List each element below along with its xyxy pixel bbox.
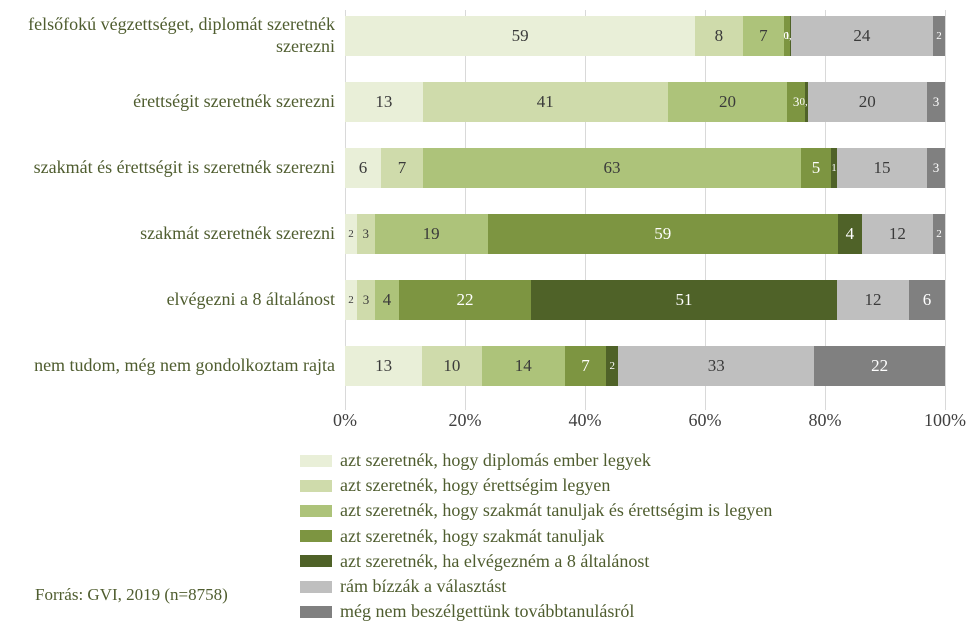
bar-segment: 22 bbox=[399, 280, 531, 320]
legend-swatch bbox=[300, 530, 332, 542]
bar-row: szakmát szeretnék szerezni2319594122 bbox=[345, 214, 945, 254]
stacked-bar: 2319594122 bbox=[345, 214, 945, 254]
bar-segment: 7 bbox=[565, 346, 607, 386]
x-tick-label: 20% bbox=[449, 410, 482, 431]
plot-area: felsőfokú végzettséget, diplomát szeretn… bbox=[345, 10, 945, 410]
legend-item: még nem beszélgettünk továbbtanulásról bbox=[300, 599, 772, 624]
bar-segment: 2 bbox=[345, 214, 357, 254]
bar-segment: 24 bbox=[791, 16, 933, 56]
source-text: Forrás: GVI, 2019 (n=8758) bbox=[35, 585, 228, 605]
legend-item: rám bízzák a választást bbox=[300, 574, 772, 599]
legend-item: azt szeretnék, hogy diplomás ember legye… bbox=[300, 448, 772, 473]
legend-label: azt szeretnék, hogy szakmát tanuljak bbox=[340, 524, 604, 549]
bar-segment: 20 bbox=[668, 82, 788, 122]
bar-segment: 3 bbox=[357, 280, 375, 320]
bar-row: nem tudom, még nem gondolkoztam rajta131… bbox=[345, 346, 945, 386]
category-label: felsőfokú végzettséget, diplomát szeretn… bbox=[15, 16, 335, 56]
stacked-bar: 2342251126 bbox=[345, 280, 945, 320]
bar-segment: 59 bbox=[488, 214, 838, 254]
stacked-bar: 131014723322 bbox=[345, 346, 945, 386]
x-tick-label: 0% bbox=[333, 410, 357, 431]
bar-row: felsőfokú végzettséget, diplomát szeretn… bbox=[345, 16, 945, 56]
bar-segment: 6 bbox=[345, 148, 381, 188]
bar-segment: 12 bbox=[837, 280, 909, 320]
legend-label: azt szeretnék, hogy érettségim legyen bbox=[340, 473, 610, 498]
bar-segment: 51 bbox=[531, 280, 837, 320]
bar-segment: 3 bbox=[357, 214, 375, 254]
category-label: nem tudom, még nem gondolkoztam rajta bbox=[15, 346, 335, 386]
bar-segment: 6 bbox=[909, 280, 945, 320]
bar-segment: 33 bbox=[618, 346, 814, 386]
bar-segment: 19 bbox=[375, 214, 488, 254]
legend-label: még nem beszélgettünk továbbtanulásról bbox=[340, 599, 634, 624]
bar-segment: 8 bbox=[695, 16, 742, 56]
bar-segment: 10 bbox=[422, 346, 481, 386]
bar-segment: 2 bbox=[606, 346, 618, 386]
bar-segment: 20 bbox=[808, 82, 928, 122]
bar-segment: 59 bbox=[345, 16, 695, 56]
bar-segment: 2 bbox=[345, 280, 357, 320]
bar-segment: 13 bbox=[345, 82, 423, 122]
stacked-bar: 13412030,4203 bbox=[345, 82, 945, 122]
bar-row: szakmát és érettségit is szeretnék szere… bbox=[345, 148, 945, 188]
bar-segment: 3 bbox=[927, 82, 945, 122]
legend-item: azt szeretnék, ha elvégezném a 8 általán… bbox=[300, 549, 772, 574]
legend-swatch bbox=[300, 555, 332, 567]
bar-segment: 4 bbox=[375, 280, 399, 320]
x-tick-label: 40% bbox=[569, 410, 602, 431]
bar-segment: 41 bbox=[423, 82, 668, 122]
legend-label: azt szeretnék, ha elvégezném a 8 általán… bbox=[340, 549, 649, 574]
category-label: elvégezni a 8 általánost bbox=[15, 280, 335, 320]
bar-row: elvégezni a 8 általánost2342251126 bbox=[345, 280, 945, 320]
bar-segment: 5 bbox=[801, 148, 831, 188]
legend-label: azt szeretnék, hogy diplomás ember legye… bbox=[340, 448, 651, 473]
category-label: szakmát szeretnék szerezni bbox=[15, 214, 335, 254]
legend: azt szeretnék, hogy diplomás ember legye… bbox=[300, 448, 772, 624]
x-tick-label: 80% bbox=[809, 410, 842, 431]
bar-segment: 2 bbox=[933, 16, 945, 56]
legend-swatch bbox=[300, 606, 332, 618]
chart-container: felsőfokú végzettséget, diplomát szeretn… bbox=[0, 0, 975, 633]
bar-segment: 63 bbox=[423, 148, 801, 188]
legend-swatch bbox=[300, 480, 332, 492]
bar-segment: 15 bbox=[837, 148, 927, 188]
bar-segment: 7 bbox=[381, 148, 423, 188]
category-label: érettségit szeretnék szerezni bbox=[15, 82, 335, 122]
legend-swatch bbox=[300, 505, 332, 517]
legend-swatch bbox=[300, 581, 332, 593]
bar-segment: 4 bbox=[838, 214, 862, 254]
legend-item: azt szeretnék, hogy szakmát tanuljak bbox=[300, 524, 772, 549]
legend-item: azt szeretnék, hogy szakmát tanuljak és … bbox=[300, 498, 772, 523]
bar-segment: 14 bbox=[482, 346, 565, 386]
grid-line bbox=[945, 10, 946, 410]
bar-segment: 2 bbox=[933, 214, 945, 254]
bar-segment: 3 bbox=[927, 148, 945, 188]
x-axis: 0%20%40%60%80%100% bbox=[345, 410, 945, 440]
legend-label: azt szeretnék, hogy szakmát tanuljak és … bbox=[340, 498, 772, 523]
bar-segment: 7 bbox=[743, 16, 785, 56]
legend-item: azt szeretnék, hogy érettségim legyen bbox=[300, 473, 772, 498]
category-label: szakmát és érettségit is szeretnék szere… bbox=[15, 148, 335, 188]
stacked-bar: 676351153 bbox=[345, 148, 945, 188]
bar-segment: 13 bbox=[345, 346, 422, 386]
x-tick-label: 100% bbox=[924, 410, 966, 431]
bar-segment: 22 bbox=[814, 346, 945, 386]
legend-label: rám bízzák a választást bbox=[340, 574, 506, 599]
legend-swatch bbox=[300, 455, 332, 467]
stacked-bar: 598710,1242 bbox=[345, 16, 945, 56]
bar-row: érettségit szeretnék szerezni13412030,42… bbox=[345, 82, 945, 122]
bar-segment: 12 bbox=[862, 214, 933, 254]
x-tick-label: 60% bbox=[689, 410, 722, 431]
